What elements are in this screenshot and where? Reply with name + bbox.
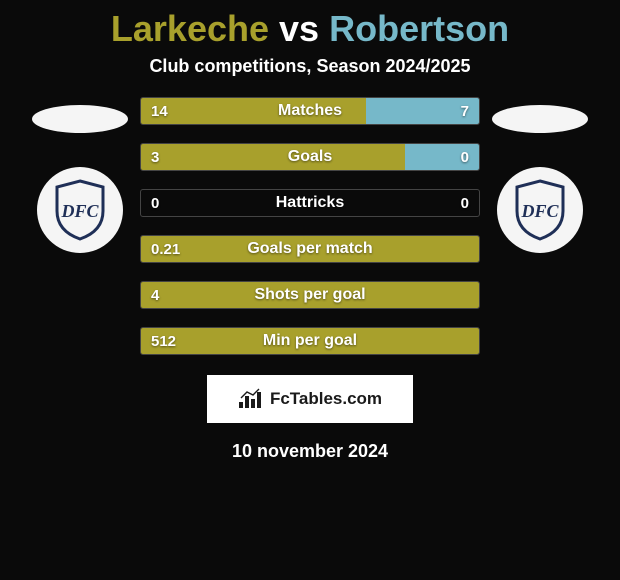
stat-row-min-per-goal: 512Min per goal xyxy=(140,327,480,355)
svg-text:DFC: DFC xyxy=(520,201,559,221)
stat-row-goals: 30Goals xyxy=(140,143,480,171)
shield-icon: DFC xyxy=(53,179,107,241)
stat-row-hattricks: 00Hattricks xyxy=(140,189,480,217)
chart-icon xyxy=(238,388,264,410)
stat-label: Goals per match xyxy=(141,236,479,262)
stat-label: Goals xyxy=(141,144,479,170)
stat-row-matches: 147Matches xyxy=(140,97,480,125)
player2-club-crest: DFC xyxy=(497,167,583,253)
stat-label: Matches xyxy=(141,98,479,124)
attribution-text: FcTables.com xyxy=(270,389,382,409)
stat-label: Shots per goal xyxy=(141,282,479,308)
subtitle: Club competitions, Season 2024/2025 xyxy=(0,56,620,77)
shadow-ellipse-right xyxy=(492,105,588,133)
player1-club-crest: DFC xyxy=(37,167,123,253)
player2-crest-column: DFC xyxy=(480,97,600,253)
player2-name: Robertson xyxy=(329,8,509,49)
stat-label: Min per goal xyxy=(141,328,479,354)
stat-bars: 147Matches 30Goals 00Hattricks 0.21Goals pe… xyxy=(140,97,480,355)
player1-crest-column: DFC xyxy=(20,97,140,253)
comparison-title: Larkeche vs Robertson xyxy=(0,0,620,50)
shield-icon: DFC xyxy=(513,179,567,241)
svg-text:DFC: DFC xyxy=(60,201,99,221)
stat-row-goals-per-match: 0.21Goals per match xyxy=(140,235,480,263)
stat-label: Hattricks xyxy=(141,190,479,216)
vs-text: vs xyxy=(279,8,319,49)
attribution-badge: FcTables.com xyxy=(207,375,413,423)
date-text: 10 november 2024 xyxy=(0,441,620,462)
stat-row-shots-per-goal: 4Shots per goal xyxy=(140,281,480,309)
player1-name: Larkeche xyxy=(111,8,269,49)
shadow-ellipse-left xyxy=(32,105,128,133)
main-comparison: DFC 147Matches 30Goals 00Hattricks 0.21Goal… xyxy=(0,97,620,355)
